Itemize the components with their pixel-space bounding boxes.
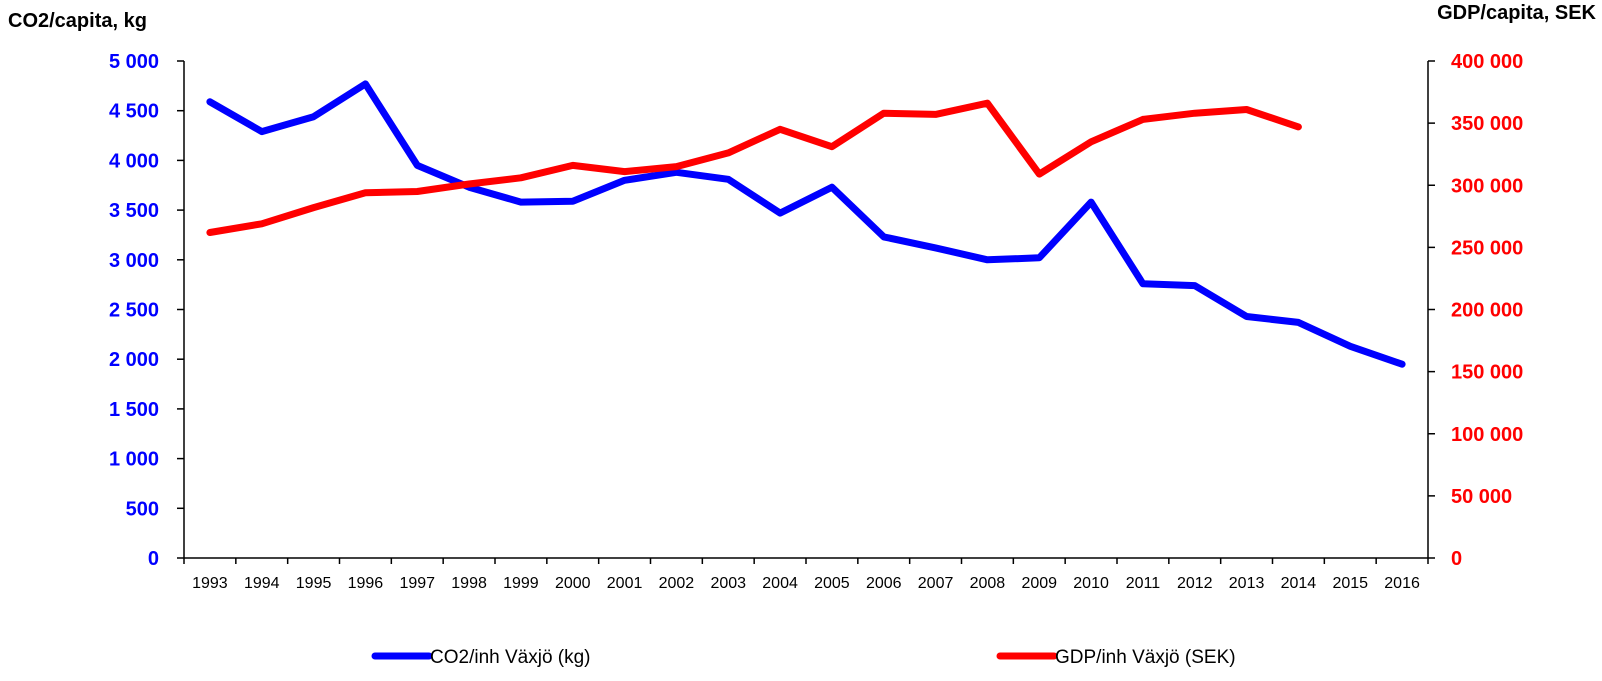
left-tick-label: 5 000 (109, 51, 159, 73)
left-tick-label: 2 500 (109, 300, 159, 322)
x-tick-label: 2014 (1281, 575, 1317, 592)
x-tick-label: 2003 (710, 575, 746, 592)
left-tick-label: 2 000 (109, 349, 159, 371)
left-tick-label: 4 000 (109, 150, 159, 172)
x-tick-label: 2016 (1384, 575, 1420, 592)
x-tick-label: 2006 (866, 575, 902, 592)
right-tick-label: 400 000 (1451, 51, 1523, 73)
x-tick-label: 1993 (192, 575, 228, 592)
right-tick-label: 200 000 (1451, 300, 1523, 322)
x-tick-label: 2005 (814, 575, 850, 592)
left-tick-label: 1 000 (109, 449, 159, 471)
right-tick-label: 100 000 (1451, 424, 1523, 446)
x-tick-label: 2010 (1073, 575, 1109, 592)
left-tick-label: 3 000 (109, 250, 159, 272)
x-tick-label: 1996 (348, 575, 384, 592)
x-tick-label: 1994 (244, 575, 280, 592)
x-tick-label: 2002 (659, 575, 695, 592)
x-tick-label: 2013 (1229, 575, 1265, 592)
left-tick-label: 500 (126, 498, 159, 520)
right-tick-label: 150 000 (1451, 362, 1523, 384)
right-tick-label: 50 000 (1451, 486, 1512, 508)
left-tick-label: 3 500 (109, 200, 159, 222)
series-line-gdp (206, 99, 1302, 236)
right-tick-label: 350 000 (1451, 113, 1523, 135)
axis-ticks: 0 500 1 000 1 500 2 000 2 500 3 000 3 500 4 000 4… (109, 51, 1523, 592)
left-axis-title: CO2/capita, kg (8, 10, 147, 32)
x-tick-label: 2009 (1021, 575, 1057, 592)
x-tick-label: 2001 (607, 575, 643, 592)
x-tick-label: 1999 (503, 575, 539, 592)
x-tick-label: 2008 (970, 575, 1006, 592)
series-line-co2 (206, 80, 1406, 368)
x-tick-label: 2015 (1332, 575, 1368, 592)
x-tick-label: 1997 (399, 575, 435, 592)
x-tick-label: 1998 (451, 575, 487, 592)
left-tick-label: 0 (148, 548, 159, 570)
legend: CO2/inh Växjö (kg) GDP/inh Växjö (SEK) (371, 647, 1236, 668)
x-tick-label: 1995 (296, 575, 332, 592)
x-tick-label: 2007 (918, 575, 954, 592)
x-tick-label: 2004 (762, 575, 798, 592)
left-tick-label: 1 500 (109, 399, 159, 421)
legend-label: CO2/inh Växjö (kg) (430, 647, 591, 668)
x-tick-label: 2000 (555, 575, 591, 592)
right-axis-title: GDP/capita, SEK (1437, 2, 1596, 24)
legend-label: GDP/inh Växjö (SEK) (1055, 647, 1236, 668)
x-tick-label: 2012 (1177, 575, 1213, 592)
x-tick-label: 2011 (1126, 575, 1161, 592)
right-tick-label: 250 000 (1451, 237, 1523, 259)
left-tick-label: 4 500 (109, 101, 159, 123)
right-tick-label: 300 000 (1451, 175, 1523, 197)
series-lines (206, 80, 1406, 368)
right-tick-label: 0 (1451, 548, 1462, 570)
